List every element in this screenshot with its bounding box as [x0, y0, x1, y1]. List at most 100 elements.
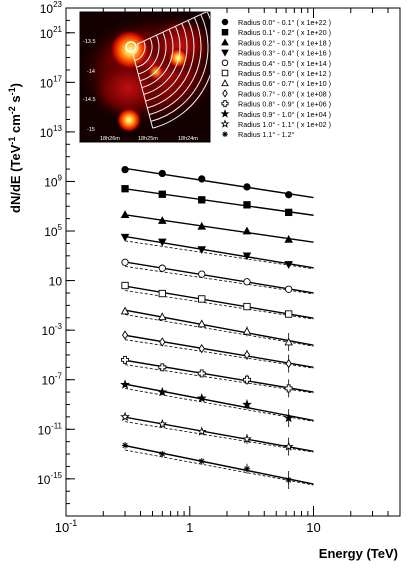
- marker-star-open: [242, 433, 252, 444]
- marker-stroke: [244, 466, 250, 472]
- marker-star-filled: [196, 393, 207, 403]
- y-tick-label-base: 10: [37, 473, 51, 487]
- y-tick-label-exponent: 23: [53, 0, 62, 9]
- inset-glow: [90, 56, 166, 120]
- y-tick-label: 10-11: [38, 421, 63, 437]
- marker-star-filled: [242, 399, 252, 409]
- marker-circle-filled: [285, 191, 293, 199]
- fit-lines: [124, 167, 314, 486]
- marker-circle-filled: [158, 169, 166, 178]
- annulus-arc: [147, 20, 195, 109]
- y-tick-label: 1023: [40, 0, 63, 16]
- marker-triangle-down-filled: [221, 49, 229, 57]
- marker-shape: [197, 369, 206, 378]
- marker-shape: [220, 119, 230, 128]
- marker-shape: [120, 411, 130, 422]
- inset-glow: [145, 15, 210, 75]
- marker-shape: [221, 69, 229, 77]
- x-tick-label: 10-1: [55, 518, 77, 535]
- marker-shape: [283, 412, 294, 423]
- inset-dec-label: -15: [87, 127, 95, 133]
- marker-cross-open: [121, 355, 130, 364]
- marker-triangle-down-filled: [242, 252, 252, 261]
- data-points: [120, 165, 294, 490]
- inset-dec-label: -14: [87, 69, 95, 75]
- source-position-marker: [125, 41, 137, 53]
- marker-triangle-down-filled: [284, 261, 293, 269]
- marker-asterisk: [285, 476, 292, 484]
- marker-shape: [196, 393, 207, 403]
- marker-triangle-up-open: [120, 306, 130, 315]
- marker-shape: [158, 289, 166, 298]
- marker-stroke: [222, 131, 228, 137]
- marker-shape: [158, 312, 167, 321]
- marker-square-filled: [221, 28, 229, 36]
- marker-shape: [198, 344, 205, 354]
- y-tick-label: 105: [44, 223, 62, 239]
- fit-line: [124, 334, 314, 368]
- marker-shape: [197, 221, 207, 230]
- y-tick-label: 1013: [40, 124, 63, 140]
- marker-cross-open: [197, 369, 206, 378]
- fit-line: [124, 359, 314, 393]
- y-tick-label-exponent: -11: [51, 421, 63, 430]
- reference-line: [124, 266, 314, 295]
- marker-circle-open: [285, 285, 293, 293]
- marker-shape: [197, 246, 207, 254]
- reference-line: [124, 364, 314, 394]
- marker-shape: [158, 190, 166, 198]
- marker-triangle-up-filled: [242, 226, 252, 235]
- marker-cross-open: [158, 363, 167, 372]
- marker-triangle-up-filled: [221, 38, 229, 46]
- annulus-overlay: [132, 12, 210, 129]
- reference-line: [124, 449, 314, 486]
- marker-diamond-open: [222, 89, 228, 98]
- y-tick-label-base: 10: [44, 175, 58, 189]
- marker-shape: [220, 109, 230, 118]
- marker-star-filled: [220, 109, 230, 118]
- marker-diamond-open: [159, 337, 166, 347]
- marker-shape: [221, 38, 229, 46]
- marker-shape: [158, 169, 166, 178]
- y-tick-label: 10: [49, 275, 63, 289]
- legend-label: Radius 0.5° - 0.6° ( x 1e+12 ): [238, 69, 331, 78]
- inset-hotspot: [110, 30, 150, 70]
- marker-square-open: [221, 69, 229, 77]
- legend-label: Radius 0.0° - 0.1° ( x 1e+22 ): [238, 18, 331, 27]
- marker-circle-open: [243, 278, 251, 286]
- marker-shape: [285, 310, 293, 318]
- marker-stroke: [199, 458, 205, 464]
- reference-line: [124, 240, 314, 270]
- marker-triangle-down-filled: [158, 238, 167, 247]
- x-tick-label-base: 1: [186, 520, 193, 535]
- marker-shape: [198, 270, 206, 278]
- marker-star-open: [196, 426, 207, 436]
- marker-square-open: [198, 295, 206, 303]
- marker-diamond-open: [243, 350, 251, 360]
- inset-dec-label: -14.5: [83, 97, 96, 103]
- marker-star-open: [220, 119, 230, 128]
- y-axis-label: dN/dE (TeV-1 cm-2 s-1): [7, 83, 23, 213]
- marker-square-open: [243, 302, 251, 311]
- marker-star-open: [283, 441, 294, 451]
- marker-shape: [121, 281, 129, 290]
- y-tick-label-base: 10: [40, 126, 54, 140]
- marker-shape: [243, 375, 251, 384]
- annulus-arc: [141, 29, 174, 89]
- marker-shape: [157, 386, 168, 397]
- marker-diamond-open: [121, 330, 129, 340]
- marker-shape: [158, 238, 167, 247]
- marker-shape: [158, 216, 167, 224]
- y-tick-label-base: 10: [40, 76, 54, 90]
- marker-square-filled: [243, 201, 251, 209]
- legend-label: Radius 1.0° - 1.1° ( x 1e+02 ): [238, 120, 331, 129]
- marker-shape: [285, 208, 293, 217]
- marker-shape: [242, 399, 252, 409]
- annulus-arc: [143, 26, 181, 95]
- marker-shape: [121, 185, 129, 193]
- y-tick-label: 10-15: [37, 471, 62, 487]
- marker-shape: [157, 418, 168, 429]
- marker-stroke: [286, 477, 292, 483]
- marker-shape: [120, 379, 130, 389]
